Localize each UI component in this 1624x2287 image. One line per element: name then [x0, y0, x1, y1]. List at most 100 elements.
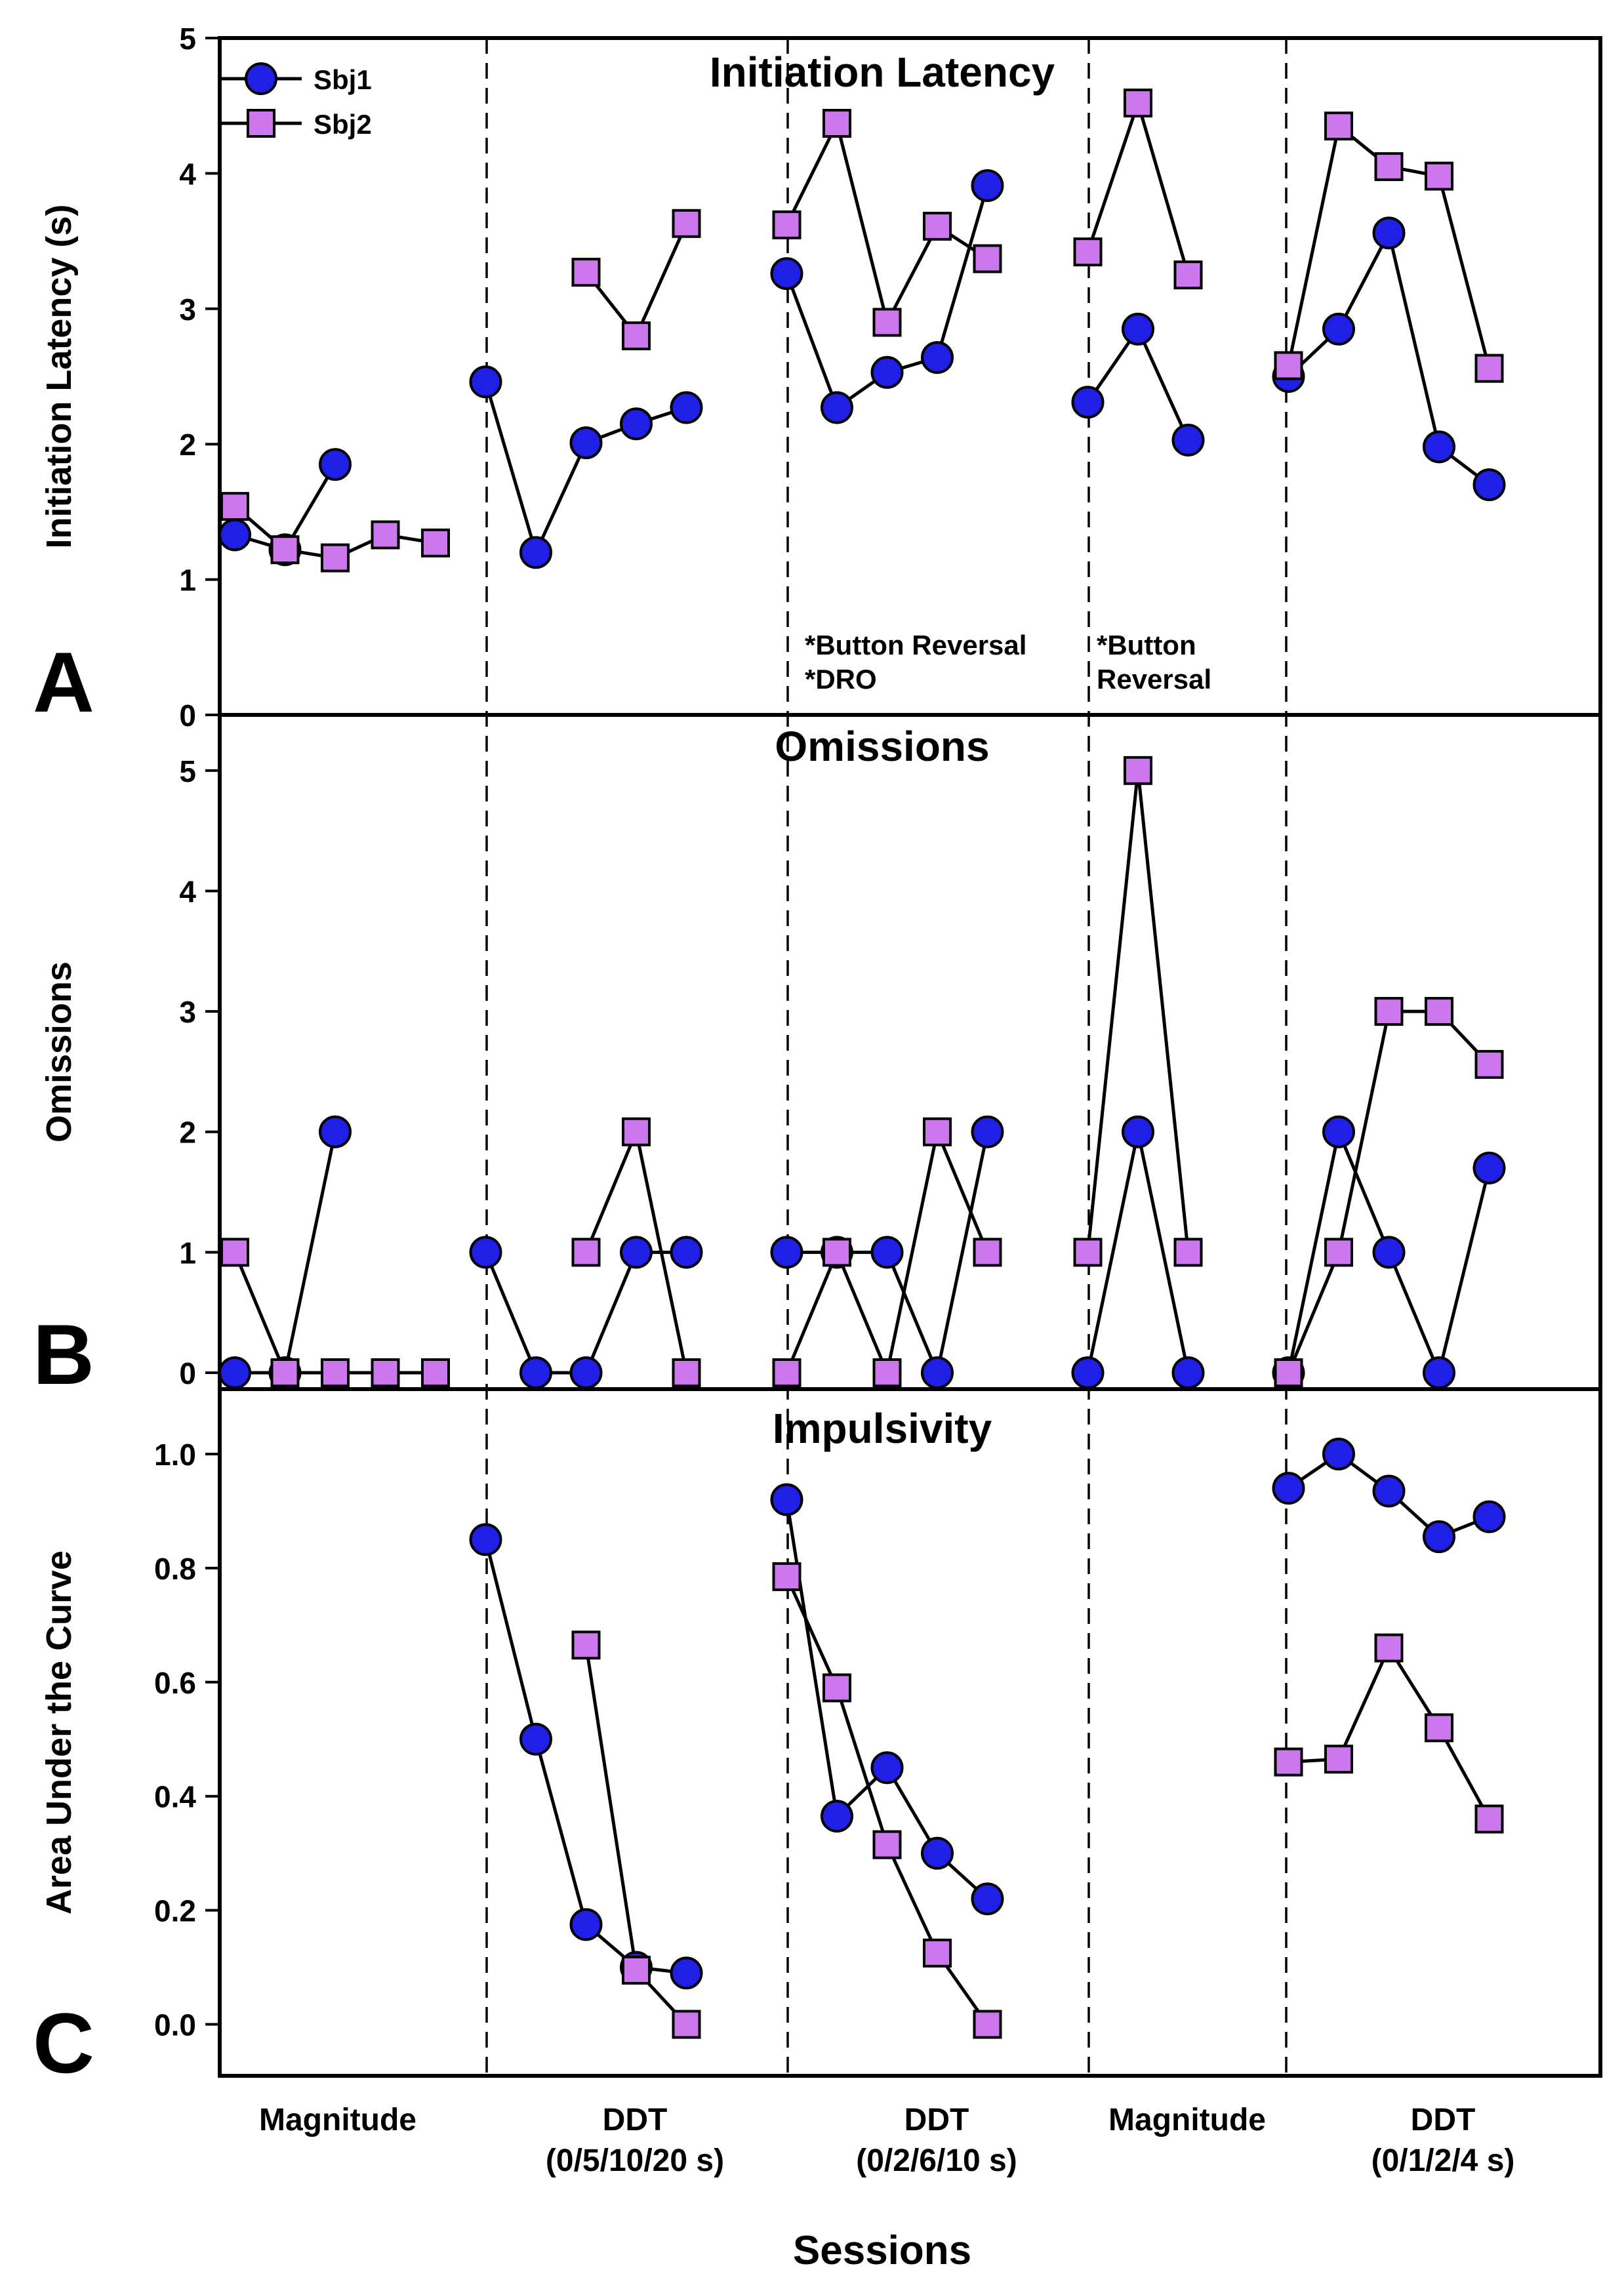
y-tick-label: 0	[179, 698, 196, 733]
y-tick-label: 4	[179, 874, 196, 908]
data-point-sbj1	[1472, 1151, 1506, 1184]
data-point-sbj2	[1274, 1747, 1303, 1777]
annotation-text: *Button	[1097, 630, 1196, 660]
legend-label: Sbj1	[314, 64, 372, 95]
data-point-sbj2	[622, 1117, 651, 1146]
y-tick-label: 3	[179, 995, 196, 1029]
y-tick-label: 1	[179, 563, 196, 597]
phase-label: DDT	[603, 2103, 668, 2137]
data-point-sbj1	[1472, 468, 1506, 502]
data-point-sbj2	[571, 258, 601, 287]
y-tick-label: 1.0	[154, 1438, 196, 1472]
y-tick-label: 2	[179, 428, 196, 462]
data-point-sbj1	[1122, 1115, 1154, 1148]
data-point-sbj1	[971, 1882, 1004, 1916]
data-point-sbj1	[1272, 1472, 1305, 1505]
data-point-sbj1	[770, 257, 803, 291]
phase-label: (0/5/10/20 s)	[546, 2143, 724, 2178]
series-line-sbj2	[584, 222, 688, 339]
data-point-sbj2	[822, 1238, 851, 1267]
data-point-sbj1	[319, 1115, 352, 1148]
data-point-sbj1	[1322, 1437, 1355, 1470]
data-point-sbj1	[670, 1956, 703, 1990]
data-point-sbj1	[1071, 1356, 1105, 1389]
data-point-sbj2	[1474, 354, 1504, 383]
y-axes: 0 1 2 3 4 5 Initiation Latency (s) A 0 1 2 3 4 5 Omiss…	[33, 22, 220, 2091]
data-point-sbj1	[319, 448, 352, 481]
data-point-sbj1	[971, 169, 1004, 202]
data-point-sbj2	[1073, 1238, 1103, 1267]
y-tick-label: 5	[179, 754, 196, 788]
data-point-sbj1	[770, 1483, 803, 1516]
y-axis-label: Area Under the Curve	[39, 1550, 79, 1914]
phase-label: DDT	[904, 2103, 969, 2137]
data-point-sbj2	[1324, 111, 1353, 141]
data-point-sbj2	[772, 210, 802, 239]
data-point-sbj2	[923, 1938, 952, 1968]
data-point-sbj2	[220, 492, 249, 521]
data-point-sbj2	[1425, 1713, 1453, 1743]
data-point-sbj1	[218, 518, 251, 552]
data-point-sbj2	[772, 1562, 802, 1591]
data-point-sbj1	[670, 1236, 703, 1269]
data-point-sbj1	[569, 426, 603, 460]
data-point-sbj1	[519, 536, 552, 569]
data-point-sbj1	[1423, 1520, 1455, 1554]
data-point-sbj2	[672, 1358, 701, 1387]
data-point-sbj2	[872, 308, 902, 337]
data-point-sbj1	[870, 1236, 904, 1269]
series-line-sbj2	[1086, 770, 1190, 1253]
phase-label: (0/2/6/10 s)	[856, 2143, 1017, 2178]
data-point-sbj1	[620, 1236, 653, 1269]
data-point-sbj1	[620, 407, 653, 441]
data-point-sbj2	[421, 1358, 450, 1387]
data-point-sbj2	[270, 535, 300, 565]
data-point-sbj1	[569, 1908, 603, 1941]
data-point-sbj1	[921, 1356, 954, 1389]
plot-frame	[218, 36, 1602, 2078]
y-tick-label: 0	[179, 1356, 196, 1390]
data-point-sbj2	[822, 1673, 851, 1703]
legend-marker-sbj1	[245, 62, 277, 95]
series-line-sbj1	[484, 1250, 687, 1375]
phase-label: Magnitude	[1108, 2103, 1266, 2137]
data-point-sbj1	[1372, 216, 1406, 250]
data-point-sbj2	[321, 543, 350, 573]
data-point-sbj2	[772, 1358, 802, 1387]
data-point-sbj2	[973, 1238, 1002, 1267]
data-point-sbj1	[1423, 1356, 1455, 1389]
y-tick-label: 0.4	[154, 1780, 196, 1814]
y-tick-label: 0.0	[154, 2008, 196, 2042]
data-point-sbj2	[622, 321, 651, 351]
data-point-sbj2	[421, 528, 450, 557]
data-point-sbj2	[1425, 161, 1453, 191]
y-axis-label: Initiation Latency (s)	[39, 204, 79, 548]
series-line-sbj1	[484, 381, 687, 557]
data-point-sbj1	[469, 365, 502, 399]
data-point-sbj2	[1374, 997, 1404, 1026]
data-point-sbj2	[321, 1358, 350, 1387]
data-point-sbj1	[519, 1722, 552, 1756]
series-line-sbj1	[235, 1131, 337, 1375]
data-point-sbj1	[921, 1836, 954, 1870]
data-point-sbj1	[870, 1751, 904, 1785]
y-tick-label: 1	[179, 1236, 196, 1270]
data-point-sbj2	[1374, 152, 1404, 182]
phase-label: (0/1/2/4 s)	[1371, 2143, 1515, 2178]
data-point-sbj1	[1372, 1474, 1406, 1508]
data-point-sbj2	[571, 1630, 601, 1660]
annotation-text: Reversal	[1097, 664, 1211, 695]
y-axis-label: Omissions	[39, 961, 79, 1143]
data-point-sbj2	[1173, 1238, 1203, 1267]
y-tick-label: 0.2	[154, 1894, 196, 1928]
series-line-sbj1	[484, 1539, 687, 1975]
data-point-sbj2	[872, 1358, 902, 1387]
data-point-sbj2	[1324, 1238, 1353, 1267]
series-line-sbj1	[1287, 228, 1491, 487]
phase-label: DDT	[1411, 2103, 1476, 2137]
data-point-sbj2	[1474, 1804, 1504, 1834]
data-point-sbj1	[1322, 312, 1355, 346]
data-point-sbj1	[469, 1236, 502, 1269]
legend-marker-sbj2	[247, 109, 275, 138]
